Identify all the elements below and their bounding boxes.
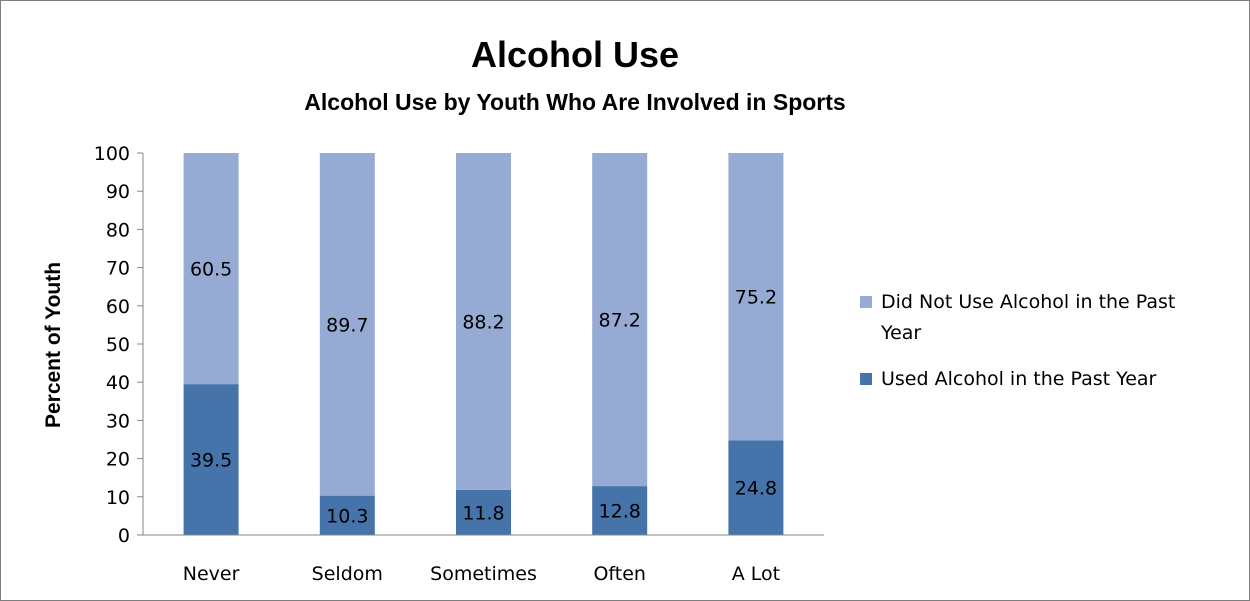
y-tick-label: 20 <box>106 449 130 471</box>
bar-segment <box>319 495 375 535</box>
legend-label: Year <box>880 322 921 344</box>
bar-segment <box>592 486 648 535</box>
bar-segment <box>728 153 784 441</box>
y-tick-label: 40 <box>106 372 130 394</box>
x-axis-tick-labels: Never Seldom Sometimes Often A Lot <box>183 563 780 585</box>
bar-segment <box>456 153 511 490</box>
data-label: 12.8 <box>599 501 641 523</box>
x-tick-label: Seldom <box>312 563 383 585</box>
legend-swatch <box>860 296 872 308</box>
x-tick-label: Often <box>593 563 646 585</box>
bar-segment <box>183 384 239 535</box>
y-tick-label: 30 <box>106 410 130 432</box>
data-label: 11.8 <box>462 502 504 524</box>
bar-segment <box>592 153 648 487</box>
legend-swatch <box>860 373 872 385</box>
x-tick-label: Never <box>183 563 240 585</box>
y-tick-label: 10 <box>106 487 130 509</box>
data-label: 60.5 <box>190 259 232 281</box>
chart-title: Alcohol Use <box>471 34 679 75</box>
y-tick-label: 80 <box>106 219 130 241</box>
y-tick-label: 50 <box>106 334 130 356</box>
bar-segment <box>456 489 511 535</box>
y-tick-label: 60 <box>106 296 130 318</box>
axes <box>142 153 824 536</box>
y-tick-label: 100 <box>94 143 130 165</box>
bar-segment <box>319 153 375 496</box>
y-axis-label: Percent of Youth <box>42 262 65 428</box>
bars: 39.5 60.5 10.3 89.7 11.8 88.2 12.8 87.2 24.8 75.2 <box>183 153 784 535</box>
data-label: 10.3 <box>326 505 368 527</box>
y-tick-label: 0 <box>118 525 130 547</box>
bar-segment <box>183 153 239 385</box>
data-label: 75.2 <box>735 287 777 309</box>
data-label: 87.2 <box>599 310 641 332</box>
x-tick-label: A Lot <box>732 563 780 585</box>
data-label: 24.8 <box>735 478 777 500</box>
data-label: 39.5 <box>190 450 232 472</box>
data-label: 88.2 <box>462 311 504 333</box>
y-tick-label: 90 <box>106 181 130 203</box>
legend-label: Used Alcohol in the Past Year <box>881 368 1157 390</box>
legend-label: Did Not Use Alcohol in the Past <box>881 291 1175 313</box>
y-tick-label: 70 <box>106 258 130 280</box>
bar-segment <box>728 440 784 535</box>
y-axis-ticks: 0 10 20 30 40 50 60 70 80 90 100 <box>94 143 143 547</box>
legend: Did Not Use Alcohol in the Past Year Used … <box>860 291 1175 390</box>
chart-subtitle: Alcohol Use by Youth Who Are Involved in… <box>304 89 845 115</box>
x-tick-label: Sometimes <box>430 563 537 585</box>
data-label: 89.7 <box>326 314 368 336</box>
